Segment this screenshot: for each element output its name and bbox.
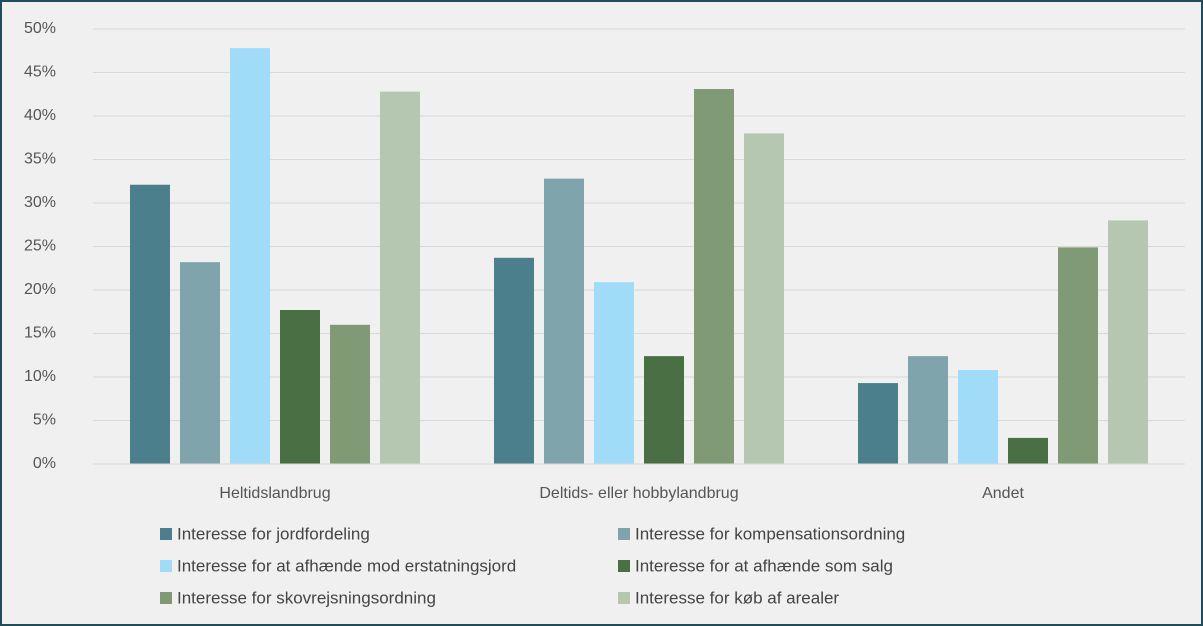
bar [958,370,998,464]
y-tick-label: 20% [24,281,56,298]
legend-swatch [618,560,630,572]
bar [130,184,170,465]
bar [744,133,784,464]
legend-label: Interesse for at afhænde mod erstatnings… [177,556,516,575]
legend-label: Interesse for at afhænde som salg [635,556,893,575]
bar [644,356,684,464]
bar [594,282,634,464]
bar [858,383,898,464]
bar [230,48,270,464]
bar [908,356,948,464]
y-tick-label: 40% [24,107,56,124]
x-tick-label: Deltids- eller hobbylandbrug [539,485,738,502]
legend-swatch [618,592,630,604]
legend-label: Interesse for skovrejsningsordning [177,588,436,607]
bar [380,91,420,464]
y-tick-label: 15% [24,325,56,342]
y-tick-label: 0% [33,455,56,472]
legend-label: Interesse for køb af arealer [635,588,839,607]
y-tick-label: 10% [24,368,56,385]
y-tick-label: 5% [33,412,56,429]
bar [544,178,584,464]
x-tick-label: Andet [982,485,1024,502]
bar [330,324,370,464]
bar [280,310,320,464]
legend-label: Interesse for kompensationsordning [635,524,905,543]
bar [180,262,220,464]
x-tick-label: Heltidslandbrug [219,485,330,502]
bar [494,257,534,464]
legend-swatch [160,592,172,604]
bar [1058,247,1098,464]
y-tick-label: 50% [24,20,56,37]
legend-label: Interesse for jordfordeling [177,524,370,543]
bar [694,89,734,464]
bar [1008,437,1048,464]
legend-swatch [160,560,172,572]
y-tick-label: 30% [24,194,56,211]
bar [1108,220,1148,464]
y-tick-label: 25% [24,238,56,255]
y-tick-label: 35% [24,151,56,168]
y-tick-label: 45% [24,64,56,81]
legend-swatch [618,528,630,540]
legend-swatch [160,528,172,540]
